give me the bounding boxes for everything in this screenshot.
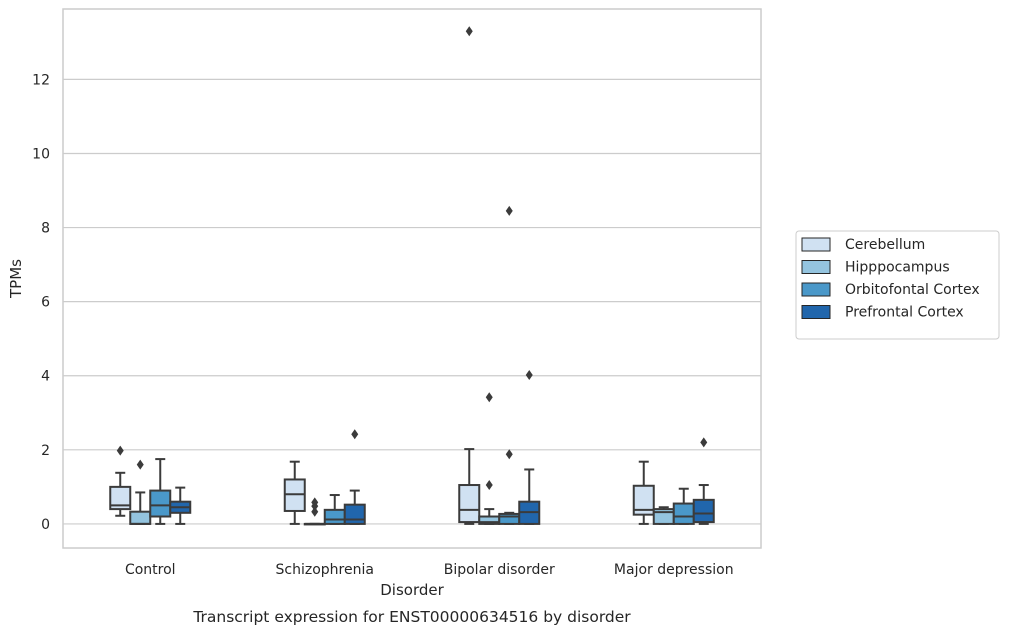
box-group: [303, 497, 326, 526]
outlier-point: [505, 205, 513, 216]
legend-item: Hipppocampus: [801, 260, 950, 276]
box-group: [109, 445, 132, 517]
y-tick-label: 10: [32, 146, 50, 162]
x-axis-label: Disorder: [380, 581, 444, 599]
plot-frame: [62, 8, 762, 549]
y-tick-label: 12: [32, 72, 50, 88]
y-axis-label: TPMs: [7, 259, 25, 299]
box-group: [149, 458, 172, 525]
box-group: [632, 460, 655, 525]
legend-item: Prefrontal Cortex: [801, 305, 964, 321]
x-tick-label: Control: [125, 562, 176, 578]
y-tick-label: 4: [41, 369, 50, 385]
box: [498, 512, 521, 525]
chart-caption: Transcript expression for ENST0000063451…: [192, 608, 631, 626]
series-orbitofontal-cortex: [149, 205, 695, 525]
outlier-point: [525, 370, 533, 381]
box: [458, 484, 481, 524]
box-group: [478, 392, 501, 525]
series-prefrontal-cortex: [169, 370, 715, 525]
x-tick-label: Major depression: [614, 562, 734, 578]
outlier-point: [465, 26, 473, 37]
legend-swatch: [801, 305, 831, 319]
y-tick-label: 6: [41, 295, 50, 311]
outlier-point: [485, 392, 493, 403]
outlier-point: [311, 497, 319, 508]
box-series: [109, 26, 715, 526]
legend-swatch: [801, 260, 831, 274]
series-cerebellum: [109, 26, 655, 525]
gridlines: [63, 78, 761, 525]
box: [632, 484, 655, 516]
box-group: [692, 437, 715, 525]
outlier-point: [700, 437, 708, 448]
box: [343, 503, 366, 525]
legend-item: Orbitofontal Cortex: [801, 282, 980, 298]
box-group: [283, 460, 306, 525]
legend-label: Hipppocampus: [845, 260, 950, 276]
box-group: [652, 506, 675, 525]
y-tick-label: 0: [41, 517, 50, 533]
box: [323, 508, 346, 525]
legend-item: Cerebellum: [801, 237, 925, 253]
box-group: [343, 429, 366, 525]
legend-swatch: [801, 282, 831, 297]
box-group: [169, 486, 192, 525]
box-group: [129, 459, 152, 525]
x-tick-label: Bipolar disorder: [444, 562, 555, 578]
box-group: [323, 494, 346, 525]
outlier-point: [136, 459, 144, 470]
box: [109, 485, 132, 511]
outlier-point: [116, 445, 124, 456]
outlier-point: [505, 449, 513, 460]
legend-swatch: [801, 237, 831, 252]
box: [692, 498, 715, 524]
outlier-point: [311, 506, 319, 517]
x-tick-labels: Control Schizophrenia Bipolar disorder Majo…: [125, 562, 734, 578]
box: [129, 510, 152, 525]
box-group: [672, 487, 695, 525]
legend: Cerebellum Hipppocampus Orbitofontal Corte…: [795, 230, 1000, 340]
x-tick-label: Schizophrenia: [276, 562, 374, 578]
box: [149, 489, 172, 518]
legend-label: Prefrontal Cortex: [845, 305, 964, 321]
y-tick-labels: 0 2 4 6 8 10 12: [32, 72, 50, 533]
series-hipppocampus: [129, 392, 675, 526]
legend-label: Orbitofontal Cortex: [845, 282, 980, 298]
legend-frame: [795, 230, 1000, 340]
y-tick-label: 2: [41, 443, 50, 459]
y-tick-label: 8: [41, 221, 50, 237]
box-group: [498, 205, 521, 525]
legend-label: Cerebellum: [845, 237, 925, 253]
box: [672, 502, 695, 525]
outlier-point: [351, 429, 359, 440]
outlier-point: [485, 480, 493, 491]
box-group: [458, 26, 481, 525]
box-group: [518, 370, 541, 525]
